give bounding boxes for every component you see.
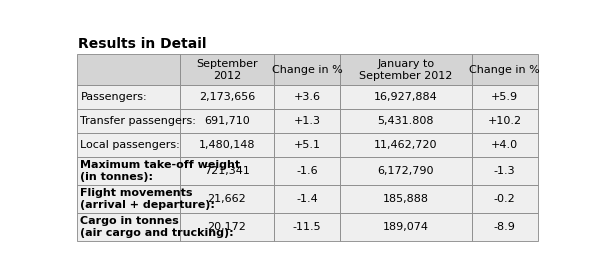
Bar: [274, 109, 340, 133]
Text: 5,431.808: 5,431.808: [377, 116, 434, 126]
Bar: [179, 213, 274, 241]
Bar: [77, 54, 179, 85]
Bar: [179, 85, 274, 109]
Bar: [472, 185, 538, 213]
Text: 2,173,656: 2,173,656: [199, 92, 255, 102]
Text: -1.3: -1.3: [494, 166, 515, 176]
Bar: [179, 54, 274, 85]
Text: Flight movements
(arrival + departure):: Flight movements (arrival + departure):: [80, 188, 215, 210]
Bar: [274, 133, 340, 158]
Bar: [179, 133, 274, 158]
Bar: [77, 133, 179, 158]
Bar: [179, 158, 274, 185]
Text: -11.5: -11.5: [293, 222, 322, 232]
Bar: [472, 109, 538, 133]
Bar: [340, 133, 472, 158]
Text: 20,172: 20,172: [208, 222, 247, 232]
Bar: [77, 158, 179, 185]
Bar: [340, 54, 472, 85]
Text: 691,710: 691,710: [204, 116, 250, 126]
Text: September
2012: September 2012: [196, 59, 258, 81]
Text: -1.6: -1.6: [296, 166, 318, 176]
Text: +3.6: +3.6: [293, 92, 320, 102]
Bar: [472, 133, 538, 158]
Text: -1.4: -1.4: [296, 194, 318, 204]
Bar: [340, 213, 472, 241]
Bar: [472, 85, 538, 109]
Text: +10.2: +10.2: [488, 116, 522, 126]
Bar: [274, 54, 340, 85]
Bar: [274, 213, 340, 241]
Text: 11,462,720: 11,462,720: [374, 140, 437, 150]
Text: +1.3: +1.3: [293, 116, 320, 126]
Text: +5.9: +5.9: [491, 92, 518, 102]
Bar: [179, 109, 274, 133]
Bar: [340, 85, 472, 109]
Bar: [472, 54, 538, 85]
Text: 189,074: 189,074: [383, 222, 429, 232]
Bar: [340, 158, 472, 185]
Bar: [274, 185, 340, 213]
Text: -8.9: -8.9: [494, 222, 515, 232]
Text: Passengers:: Passengers:: [80, 92, 147, 102]
Text: -0.2: -0.2: [494, 194, 515, 204]
Text: +4.0: +4.0: [491, 140, 518, 150]
Text: Results in Detail: Results in Detail: [78, 37, 206, 51]
Text: Maximum take-off weight
(in tonnes):: Maximum take-off weight (in tonnes):: [80, 161, 241, 182]
Text: 185,888: 185,888: [383, 194, 429, 204]
Bar: [472, 158, 538, 185]
Text: Cargo in tonnes
(air cargo and trucking):: Cargo in tonnes (air cargo and trucking)…: [80, 216, 234, 238]
Text: 721,341: 721,341: [204, 166, 250, 176]
Bar: [274, 85, 340, 109]
Text: 21,662: 21,662: [208, 194, 246, 204]
Bar: [77, 109, 179, 133]
Bar: [472, 213, 538, 241]
Text: 6,172,790: 6,172,790: [377, 166, 434, 176]
Bar: [340, 185, 472, 213]
Text: Change in %: Change in %: [272, 65, 343, 75]
Text: Transfer passengers:: Transfer passengers:: [80, 116, 196, 126]
Text: 16,927,884: 16,927,884: [374, 92, 438, 102]
Text: Change in %: Change in %: [469, 65, 540, 75]
Text: +5.1: +5.1: [293, 140, 320, 150]
Bar: [274, 158, 340, 185]
Text: January to
September 2012: January to September 2012: [359, 59, 452, 81]
Text: Local passengers:: Local passengers:: [80, 140, 180, 150]
Bar: [77, 185, 179, 213]
Bar: [77, 85, 179, 109]
Bar: [179, 185, 274, 213]
Bar: [77, 213, 179, 241]
Text: 1,480,148: 1,480,148: [199, 140, 255, 150]
Bar: [340, 109, 472, 133]
